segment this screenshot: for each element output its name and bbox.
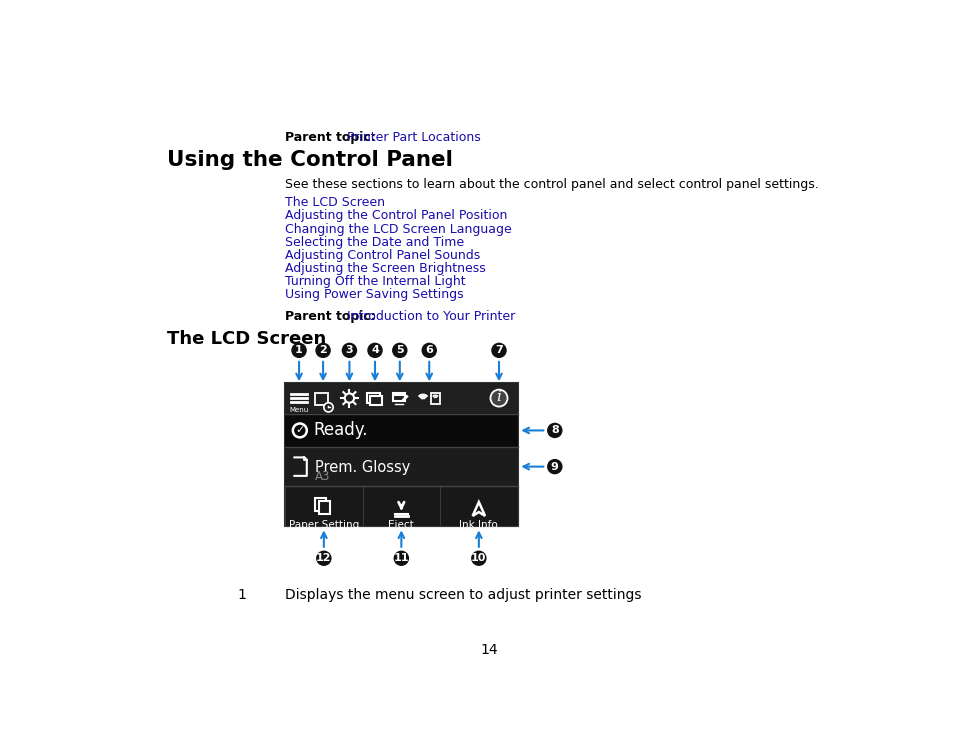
Bar — [314, 393, 328, 405]
Circle shape — [490, 390, 507, 407]
Circle shape — [546, 459, 562, 475]
Text: Displays the menu screen to adjust printer settings: Displays the menu screen to adjust print… — [285, 587, 641, 601]
Bar — [315, 498, 326, 511]
Text: Parent topic:: Parent topic: — [285, 131, 375, 144]
Circle shape — [394, 551, 409, 566]
Bar — [285, 413, 517, 447]
Text: The LCD Screen: The LCD Screen — [285, 196, 385, 210]
Circle shape — [315, 342, 331, 358]
Text: Adjusting Control Panel Sounds: Adjusting Control Panel Sounds — [285, 249, 480, 262]
Text: 4: 4 — [371, 345, 378, 356]
Text: See these sections to learn about the control panel and select control panel set: See these sections to learn about the co… — [285, 178, 818, 191]
Text: 12: 12 — [315, 554, 332, 563]
Text: Printer Part Locations: Printer Part Locations — [347, 131, 480, 144]
Circle shape — [341, 342, 356, 358]
Text: Adjusting the Control Panel Position: Adjusting the Control Panel Position — [285, 210, 507, 222]
Text: 2: 2 — [319, 345, 327, 356]
Text: Prem. Glossy: Prem. Glossy — [314, 460, 410, 475]
Text: Turning Off the Internal Light: Turning Off the Internal Light — [285, 275, 465, 288]
Text: 10: 10 — [471, 554, 486, 563]
Text: A3: A3 — [314, 471, 330, 483]
Text: Paper Setting: Paper Setting — [289, 520, 358, 530]
Text: Ink Info: Ink Info — [459, 520, 497, 530]
Text: 5: 5 — [395, 345, 403, 356]
Bar — [319, 501, 330, 514]
Text: Selecting the Date and Time: Selecting the Date and Time — [285, 235, 464, 249]
Text: 1: 1 — [294, 345, 303, 356]
Circle shape — [546, 423, 562, 438]
Text: Using Power Saving Settings: Using Power Saving Settings — [285, 288, 463, 301]
Circle shape — [471, 551, 486, 566]
Text: Ready.: Ready. — [313, 421, 367, 439]
Text: 6: 6 — [425, 345, 433, 356]
Text: Using the Control Panel: Using the Control Panel — [167, 150, 453, 170]
Circle shape — [291, 342, 307, 358]
Bar — [439, 486, 517, 526]
Circle shape — [491, 342, 506, 358]
Text: Menu: Menu — [289, 407, 309, 413]
Text: Changing the LCD Screen Language: Changing the LCD Screen Language — [285, 223, 512, 235]
Circle shape — [421, 342, 436, 358]
Circle shape — [392, 342, 407, 358]
Text: The LCD Screen: The LCD Screen — [167, 331, 326, 348]
Text: Eject: Eject — [388, 520, 414, 530]
Text: 14: 14 — [479, 643, 497, 657]
Text: 7: 7 — [495, 345, 502, 356]
Bar — [367, 393, 379, 403]
Text: Adjusting the Screen Brightness: Adjusting the Screen Brightness — [285, 262, 485, 275]
Text: 3: 3 — [345, 345, 353, 356]
Text: 9: 9 — [550, 462, 558, 472]
Text: 11: 11 — [394, 554, 409, 563]
Text: ✓: ✓ — [294, 424, 304, 435]
Text: i: i — [497, 390, 501, 404]
Circle shape — [315, 551, 332, 566]
Bar — [285, 383, 517, 526]
Bar — [285, 447, 517, 486]
Bar — [362, 486, 439, 526]
Bar — [393, 393, 405, 401]
Circle shape — [367, 342, 382, 358]
Circle shape — [323, 403, 333, 412]
Bar — [285, 383, 517, 413]
Text: Introduction to Your Printer: Introduction to Your Printer — [347, 310, 515, 323]
Text: 1: 1 — [236, 587, 246, 601]
Bar — [431, 393, 439, 404]
Bar — [285, 486, 362, 526]
Text: 8: 8 — [550, 425, 558, 435]
Text: Parent topic:: Parent topic: — [285, 310, 375, 323]
Bar — [369, 396, 381, 405]
